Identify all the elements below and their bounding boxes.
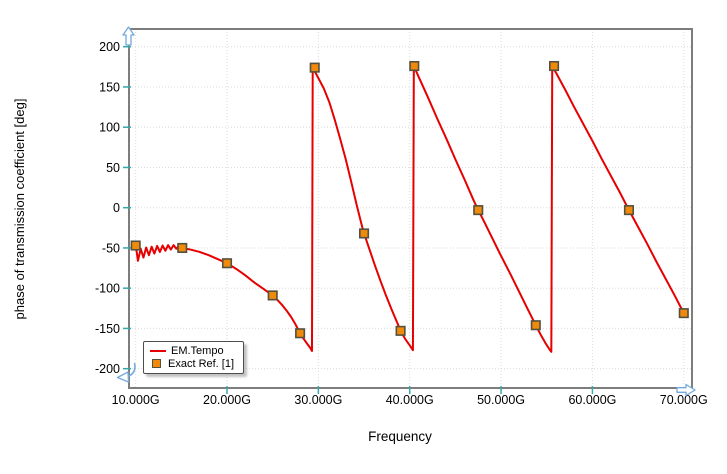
x-tick-label: 60.000G [568, 393, 616, 407]
x-tick-label: 30.000G [294, 393, 342, 407]
ref-data-marker [678, 308, 689, 319]
ref-data-marker [549, 60, 560, 72]
y-tick-label: 150 [99, 80, 120, 94]
ref-data-marker [358, 228, 370, 239]
y-tick-label: 200 [99, 40, 120, 54]
y-tick-label: 0 [113, 201, 120, 215]
axis-arrow-up-icon [122, 26, 135, 46]
plot-border [128, 28, 693, 389]
ref-data-marker [473, 205, 484, 216]
ref-data-marker [623, 205, 635, 216]
y-tick-label: -100 [95, 282, 120, 296]
ref-data-marker [221, 258, 233, 269]
y-tick-label: 50 [106, 161, 120, 175]
ref-data-marker [295, 328, 306, 339]
legend-label: EM.Tempo [171, 344, 224, 357]
ref-data-marker [395, 325, 406, 336]
y-tick-label: 100 [99, 121, 120, 135]
y-axis-title: phase of transmission coefficient [deg] [12, 98, 27, 320]
legend[interactable]: EM.Tempo Exact Ref. [1] [143, 341, 244, 374]
y-tick-label: -200 [95, 362, 120, 376]
ref-data-marker [130, 240, 141, 251]
x-tick-label: 20.000G [203, 393, 251, 407]
x-tick-label: 40.000G [386, 393, 434, 407]
ref-data-marker [409, 60, 420, 72]
legend-item-exact-ref: Exact Ref. [1] [144, 357, 243, 370]
axis-origin-arrow-icon [127, 362, 136, 378]
ref-data-marker [530, 320, 541, 331]
x-axis-title: Frequency [368, 429, 432, 444]
y-tick-label: -50 [102, 241, 120, 255]
axis-origin-arrowhead-icon [116, 371, 130, 383]
line-swatch-icon [150, 349, 166, 352]
legend-item-em-tempo: EM.Tempo [144, 344, 243, 357]
ref-data-marker [309, 62, 320, 73]
legend-label: Exact Ref. [1] [168, 357, 235, 370]
square-swatch-icon [152, 359, 161, 368]
x-tick-label: 10.000G [112, 393, 160, 407]
x-tick-label: 50.000G [477, 393, 525, 407]
ref-data-marker [177, 242, 188, 253]
x-tick-label: 70.000G [660, 393, 708, 407]
axis-arrow-right-icon [676, 383, 696, 397]
y-tick-label: -150 [95, 322, 120, 336]
ref-data-marker [267, 290, 278, 301]
